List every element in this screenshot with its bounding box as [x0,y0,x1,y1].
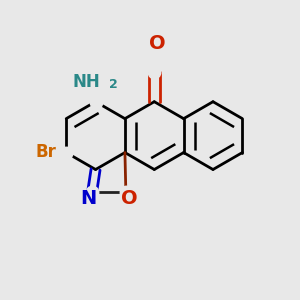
Text: O: O [121,189,138,208]
Text: N: N [80,189,97,208]
Text: NH: NH [73,73,100,91]
Text: Br: Br [35,143,56,161]
Text: 2: 2 [109,78,118,91]
Text: O: O [149,34,166,53]
